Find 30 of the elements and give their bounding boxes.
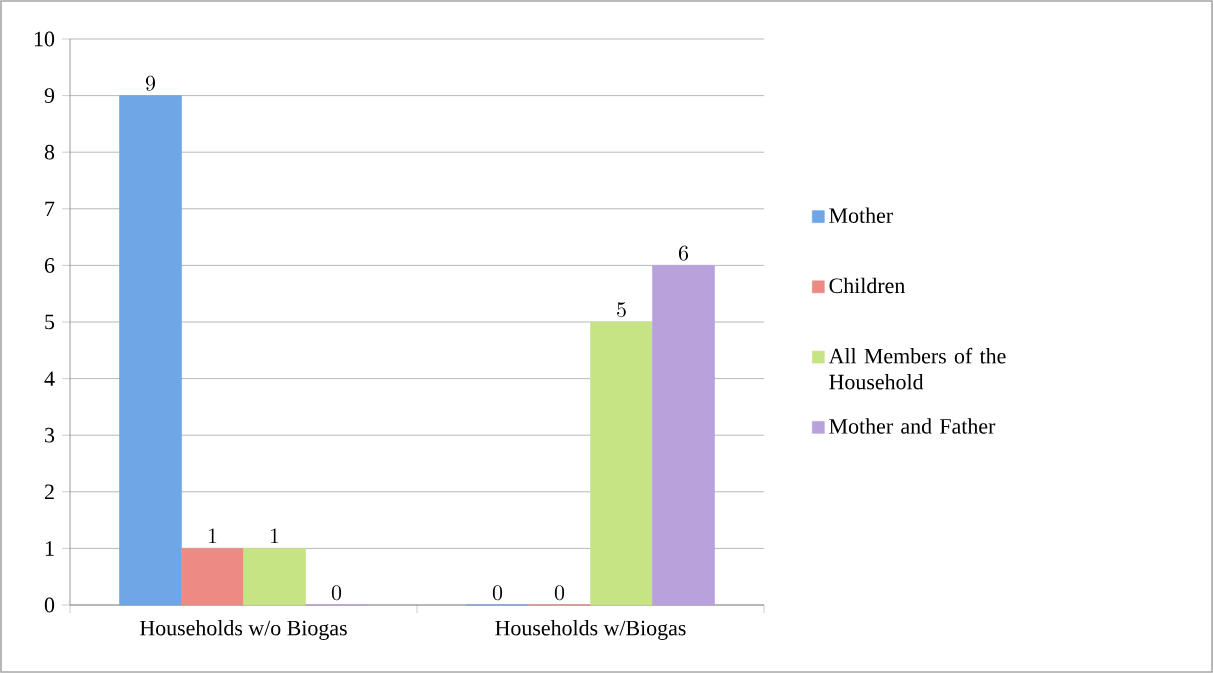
data-label: 6 — [678, 245, 689, 261]
y-tick-label: 7 — [45, 201, 55, 216]
y-tick-label: 8 — [44, 144, 55, 160]
y-tick-label: 6 — [44, 258, 55, 273]
y-tick-label: 5 — [45, 314, 55, 330]
y-tick-label: 10 — [34, 31, 55, 47]
y-tick-label: 2 — [44, 484, 54, 500]
y-tick-label: 4 — [44, 371, 55, 386]
y-tick-label: 1 — [45, 541, 54, 556]
bar — [652, 265, 715, 606]
y-tick-label: 3 — [45, 427, 55, 443]
x-tick-label: Households w/o Biogas — [140, 620, 347, 640]
data-label: 0 — [554, 585, 565, 601]
data-label: 0 — [331, 585, 342, 601]
data-label: 1 — [270, 528, 279, 544]
bar — [243, 548, 306, 606]
bar — [119, 95, 182, 606]
data-label: 1 — [208, 528, 217, 544]
legend-label: All Members of the Household — [828, 347, 1006, 390]
y-tick-label: 0 — [44, 597, 55, 613]
legend-label: Children — [829, 277, 905, 294]
x-tick-label: Households w/Biogas — [495, 620, 686, 640]
data-label: 5 — [617, 302, 626, 318]
data-label: 9 — [145, 75, 156, 91]
bar — [590, 321, 653, 606]
bar — [181, 548, 244, 606]
data-label: 0 — [492, 585, 503, 601]
legend-label: Mother and Father — [829, 418, 996, 434]
y-tick-label: 9 — [44, 88, 55, 103]
legend-label: Mother — [829, 207, 893, 223]
